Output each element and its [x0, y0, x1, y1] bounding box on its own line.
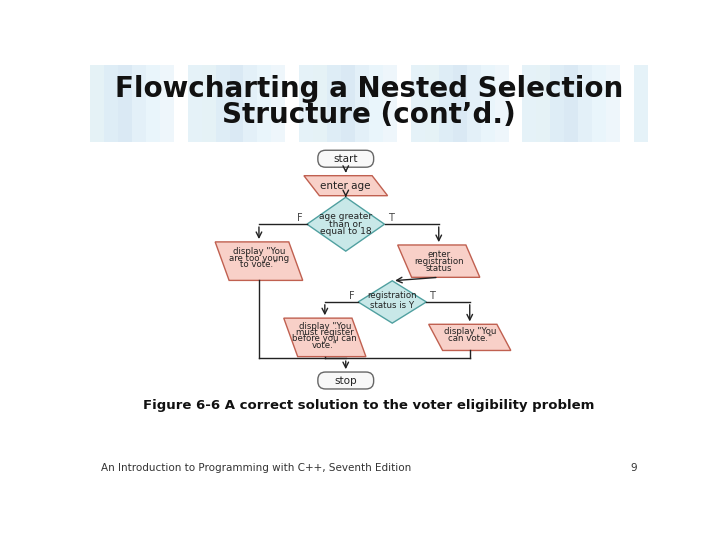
Bar	[285, 65, 300, 142]
Bar	[188, 65, 202, 142]
Bar	[132, 65, 145, 142]
Bar	[327, 65, 341, 142]
Text: than or: than or	[329, 220, 362, 229]
Bar	[453, 65, 467, 142]
Bar	[215, 65, 230, 142]
Text: start: start	[333, 154, 358, 164]
Text: F: F	[349, 291, 355, 301]
Text: T: T	[388, 213, 395, 223]
Bar	[341, 65, 355, 142]
Bar	[383, 65, 397, 142]
Bar	[495, 65, 508, 142]
Text: status: status	[426, 264, 452, 273]
Bar	[174, 65, 188, 142]
Bar	[508, 65, 523, 142]
Text: Flowcharting a Nested Selection: Flowcharting a Nested Selection	[115, 76, 623, 104]
Bar	[397, 65, 411, 142]
Text: are too young: are too young	[229, 254, 289, 262]
Bar	[355, 65, 369, 142]
Bar	[313, 65, 327, 142]
Text: registration: registration	[414, 256, 464, 266]
Text: display "You: display "You	[233, 247, 285, 256]
Bar	[578, 65, 593, 142]
Bar	[438, 65, 453, 142]
Bar	[202, 65, 215, 142]
Bar	[104, 65, 118, 142]
Text: age greater: age greater	[319, 212, 372, 221]
Polygon shape	[284, 318, 366, 356]
Bar	[258, 65, 271, 142]
Text: T: T	[429, 291, 436, 301]
Bar	[523, 65, 536, 142]
Bar	[634, 65, 648, 142]
Bar	[90, 65, 104, 142]
FancyBboxPatch shape	[318, 372, 374, 389]
Text: must register: must register	[296, 328, 354, 338]
Text: enter age: enter age	[320, 181, 371, 191]
Text: can vote.": can vote."	[448, 334, 492, 343]
Bar	[481, 65, 495, 142]
Text: equal to 18: equal to 18	[320, 227, 372, 237]
Bar	[230, 65, 243, 142]
Text: Structure (cont’d.): Structure (cont’d.)	[222, 101, 516, 129]
Bar	[411, 65, 425, 142]
Bar	[160, 65, 174, 142]
Bar	[425, 65, 438, 142]
Bar	[369, 65, 383, 142]
Polygon shape	[304, 176, 387, 195]
Text: display "You: display "You	[299, 322, 351, 331]
Polygon shape	[307, 197, 384, 251]
Text: before you can: before you can	[292, 334, 357, 343]
Text: vote.": vote."	[312, 341, 338, 349]
Polygon shape	[428, 325, 510, 350]
Bar	[536, 65, 550, 142]
FancyBboxPatch shape	[318, 150, 374, 167]
Polygon shape	[358, 281, 426, 323]
Bar	[606, 65, 620, 142]
Polygon shape	[397, 245, 480, 278]
Bar	[564, 65, 578, 142]
Text: Figure 6-6 A correct solution to the voter eligibility problem: Figure 6-6 A correct solution to the vot…	[143, 399, 595, 411]
Text: to vote.": to vote."	[240, 260, 278, 269]
Polygon shape	[215, 242, 302, 280]
Text: An Introduction to Programming with C++, Seventh Edition: An Introduction to Programming with C++,…	[101, 463, 411, 473]
Bar	[593, 65, 606, 142]
Text: 9: 9	[631, 463, 637, 473]
Text: registration: registration	[367, 291, 417, 300]
Text: F: F	[297, 213, 303, 223]
Bar	[550, 65, 564, 142]
Text: display "You: display "You	[444, 327, 496, 336]
Bar	[145, 65, 160, 142]
Text: status is Y: status is Y	[370, 301, 414, 309]
Bar	[467, 65, 481, 142]
Bar	[118, 65, 132, 142]
Bar	[620, 65, 634, 142]
Bar	[300, 65, 313, 142]
Text: enter: enter	[427, 249, 450, 259]
Text: stop: stop	[334, 375, 357, 386]
Bar	[243, 65, 258, 142]
Bar	[271, 65, 285, 142]
